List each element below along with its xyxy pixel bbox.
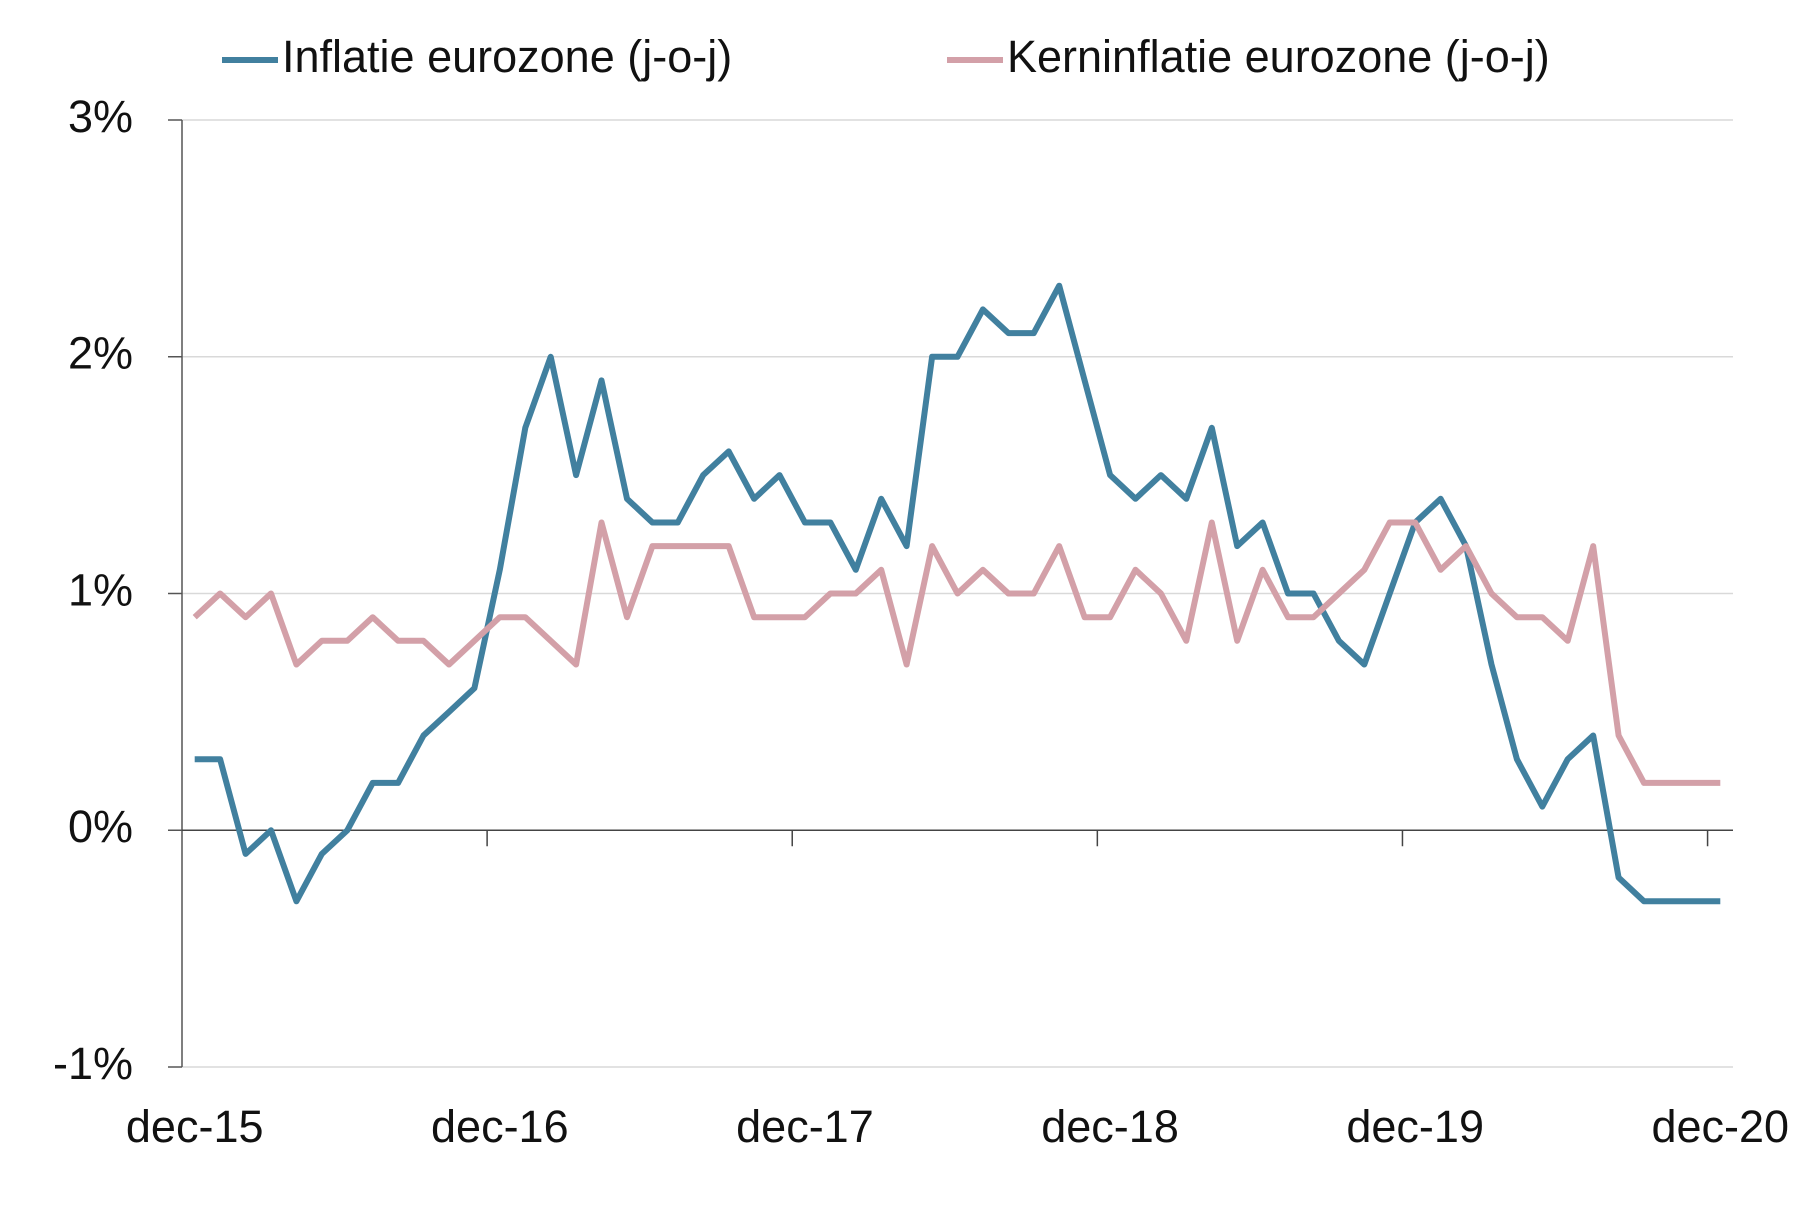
y-tick-label: 1% [68,564,133,615]
y-tick-label: 3% [68,91,133,142]
line-series [192,519,1721,786]
x-tick-label: dec-15 [126,1101,264,1152]
x-tick-label: dec-17 [736,1101,874,1152]
legend-label: Inflatie eurozone (j-o-j) [282,31,732,82]
legend-label: Kerninflatie eurozone (j-o-j) [1007,31,1550,82]
y-tick-label: 0% [68,801,133,852]
x-tick-label: dec-20 [1651,1101,1789,1152]
x-tick-label: dec-16 [431,1101,569,1152]
x-tick-label: dec-19 [1346,1101,1484,1152]
y-tick-label: -1% [53,1038,133,1089]
y-tick-label: 2% [68,328,133,379]
x-tick-label: dec-18 [1041,1101,1179,1152]
